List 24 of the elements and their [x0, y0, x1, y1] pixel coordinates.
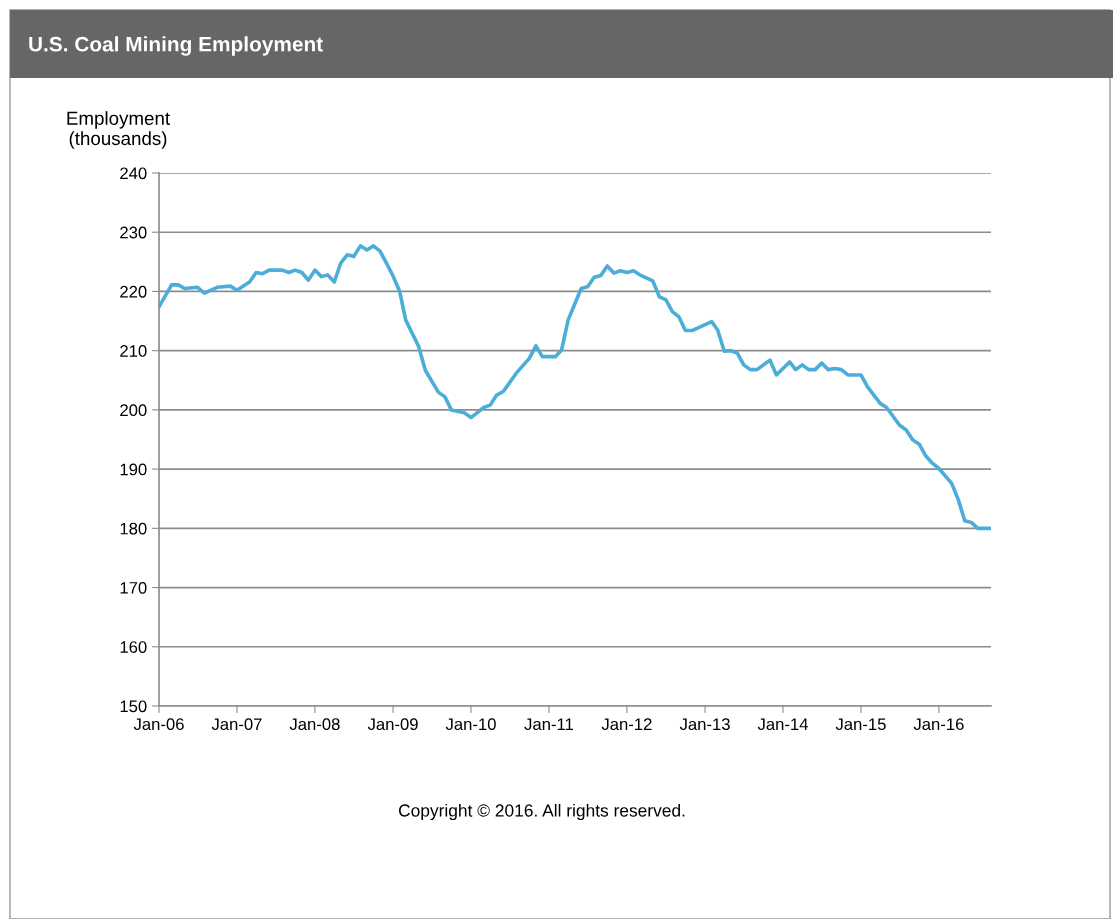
y-tick-label: 210 — [120, 345, 147, 357]
x-tick-label: Jan-12 — [601, 718, 652, 731]
chart-title: U.S. Coal Mining Employment — [29, 36, 323, 56]
y-axis-title: Employment (thousands) — [67, 111, 170, 149]
x-tick-label: Jan-09 — [367, 718, 418, 731]
y-tick-label: 230 — [120, 226, 147, 239]
y-tick-label: 220 — [120, 285, 147, 298]
x-tick-label: Jan-07 — [211, 718, 262, 731]
x-tick-label: Jan-16 — [913, 718, 964, 731]
y-tick-label: 150 — [120, 700, 147, 713]
x-tick-label: Jan-11 — [524, 718, 573, 731]
y-tick-label: 170 — [120, 581, 147, 594]
x-tick-label: Jan-14 — [757, 718, 808, 731]
x-tick-label: Jan-10 — [445, 718, 496, 731]
y-tick-label: 160 — [120, 641, 147, 653]
y-tick-label: 180 — [120, 522, 147, 535]
text: Copyright © 2016. All rights reserved. — [398, 803, 685, 821]
x-tick-label: Jan-08 — [289, 718, 340, 731]
y-tick-label: 240 — [120, 167, 147, 180]
x-tick-label: Jan-06 — [133, 718, 184, 731]
x-tick-label: Jan-15 — [835, 718, 886, 731]
y-tick-label: 190 — [120, 463, 147, 476]
x-tick-label: Jan-13 — [679, 718, 730, 731]
y-tick-label: 200 — [120, 404, 147, 417]
